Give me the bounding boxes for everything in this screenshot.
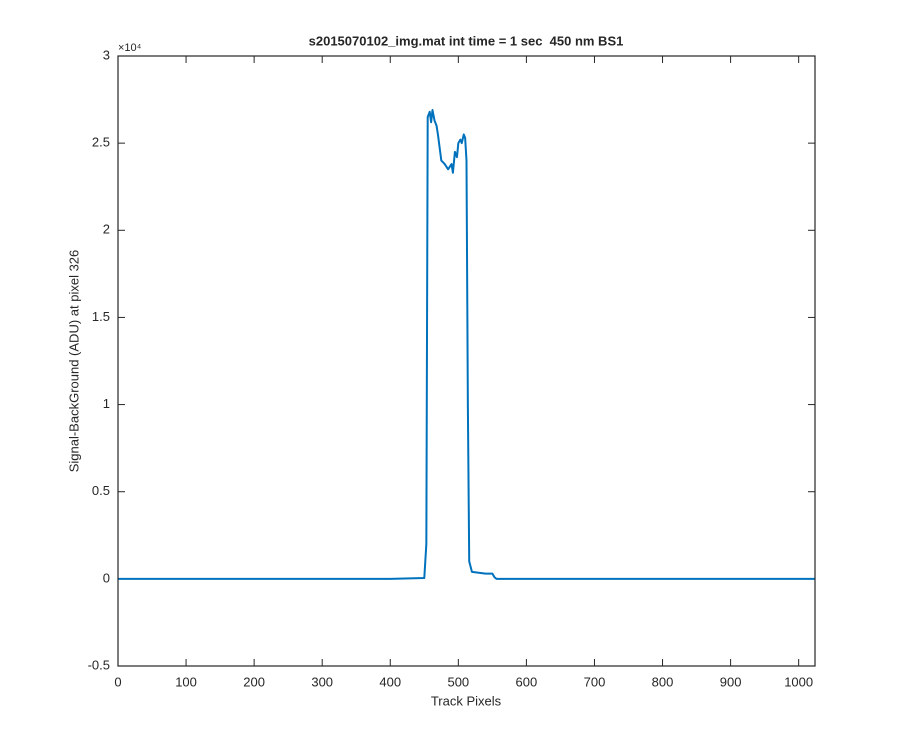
x-tick-label: 0 — [114, 674, 121, 689]
data-line — [118, 109, 815, 580]
y-tick-label: 2.5 — [92, 135, 110, 150]
y-exponent-label: ×10⁴ — [118, 42, 142, 54]
x-tick-label: 700 — [584, 674, 606, 689]
y-tick-label: 1 — [103, 396, 110, 411]
x-tick-label: 1000 — [784, 674, 813, 689]
x-tick-label: 100 — [175, 674, 197, 689]
x-tick-label: 400 — [379, 674, 401, 689]
y-tick-label: 2 — [103, 222, 110, 237]
x-tick-label: 500 — [447, 674, 469, 689]
x-tick-label: 600 — [516, 674, 538, 689]
chart-title: s2015070102_img.mat int time = 1 sec 450… — [309, 33, 624, 48]
x-tick-label: 200 — [243, 674, 265, 689]
x-tick-label: 800 — [652, 674, 674, 689]
x-tick-label: 300 — [311, 674, 333, 689]
y-axis-label: Signal-BackGround (ADU) at pixel 326 — [66, 250, 81, 473]
y-tick-label: 3 — [103, 47, 110, 62]
axes-box — [117, 55, 816, 667]
y-tick-label: -0.5 — [88, 657, 110, 672]
y-tick-label: 0.5 — [92, 483, 110, 498]
y-tick-label: 0 — [103, 570, 110, 585]
y-tick-label: 1.5 — [92, 309, 110, 324]
x-axis-label: Track Pixels — [431, 693, 502, 708]
x-tick-label: 900 — [720, 674, 742, 689]
